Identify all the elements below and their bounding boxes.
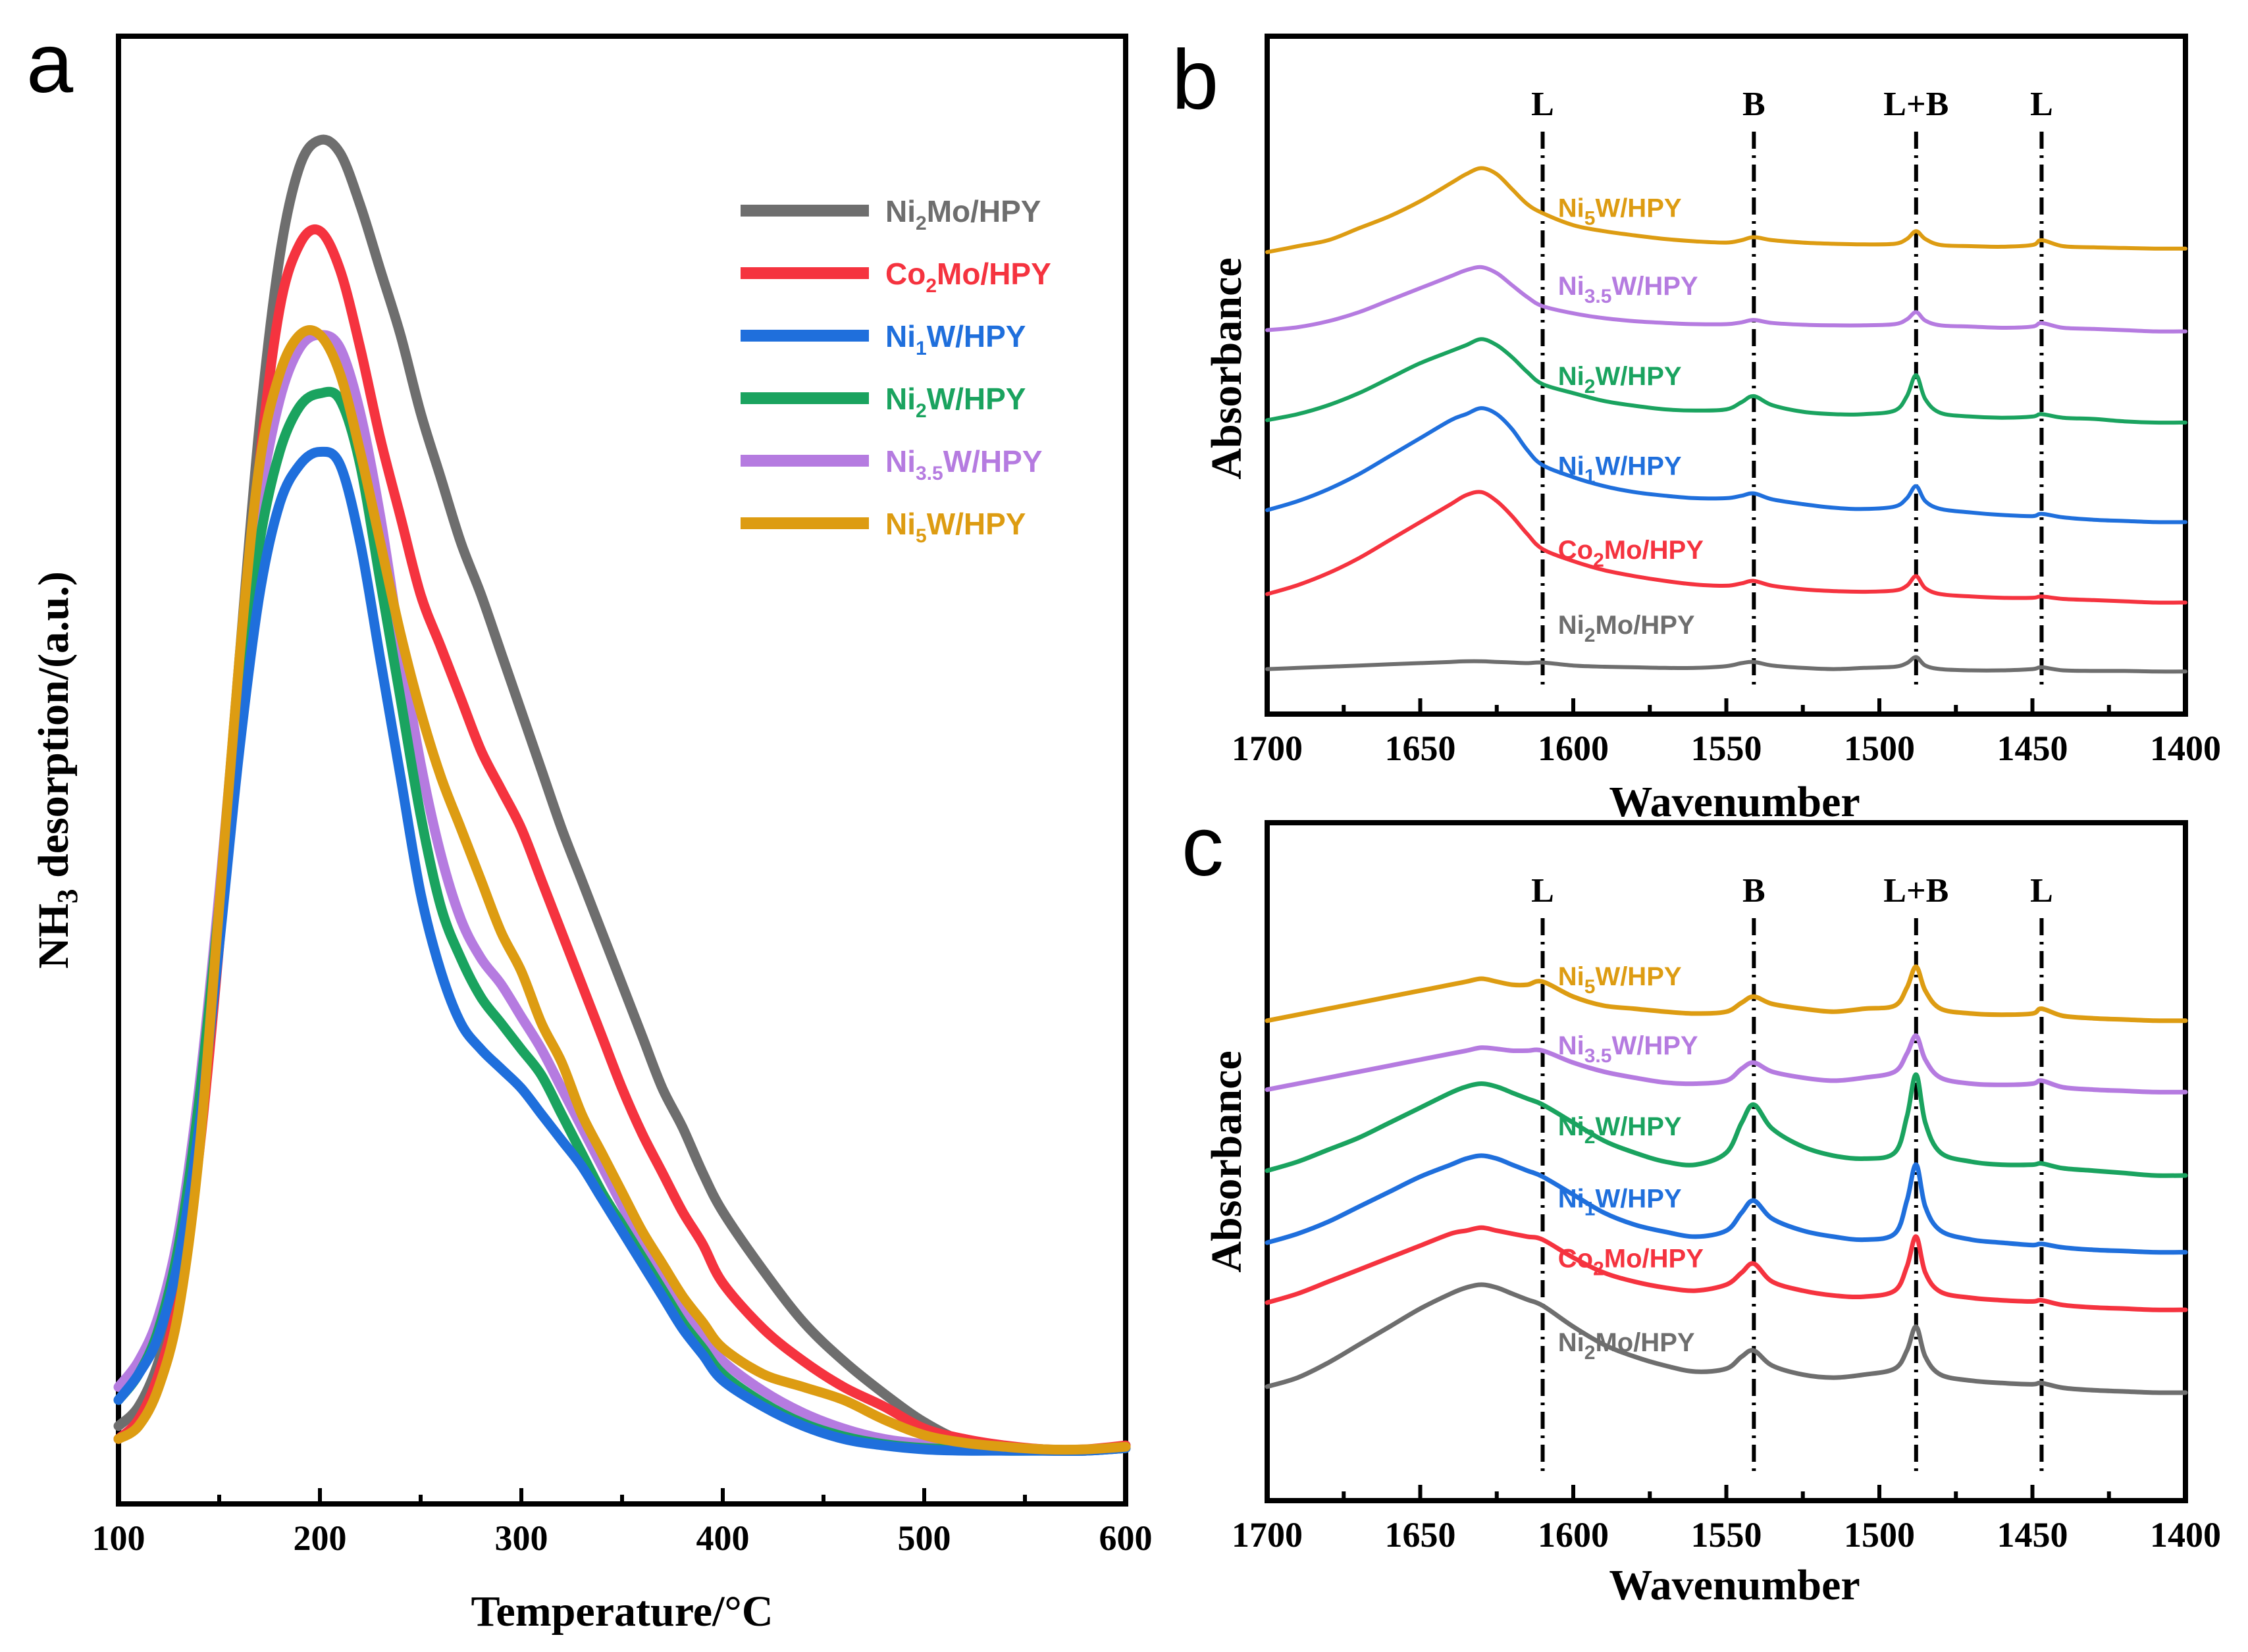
panel-letter-c: c	[1182, 800, 1224, 894]
x-tick-label: 1650	[1385, 1515, 1456, 1555]
x-tick-label: 1600	[1538, 729, 1609, 768]
x-tick-label: 200	[294, 1518, 347, 1558]
x-tick-label: 1500	[1844, 729, 1915, 768]
series-line-co2mo-hpy	[1265, 1225, 2188, 1312]
x-tick-label: 1400	[2150, 1515, 2221, 1555]
series-line-ni2w-hpy	[1265, 1072, 2188, 1178]
panel-a-y-title: NH3 desorption/(a.u.)	[30, 571, 84, 969]
series-label-ni5w-hpy: Ni5W/HPY	[1558, 962, 1682, 998]
legend-label-ni1w-hpy: Ni1W/HPY	[885, 319, 1026, 359]
x-tick-label: 300	[495, 1518, 548, 1558]
x-tick-label: 1400	[2150, 729, 2221, 768]
panel-b-series: Ni5W/HPY Ni3.5W/HPY Ni2W/HPY Ni1W/HPY Co2Mo/…	[1265, 166, 2187, 674]
panel-b-x-ticks: 1700 1650 1600 1550 1500 1450 1400	[1232, 698, 2221, 768]
band-marker-label: L	[2030, 86, 2053, 123]
x-tick-label: 1650	[1385, 729, 1456, 768]
legend-label-co2mo-hpy: Co2Mo/HPY	[885, 257, 1051, 297]
panel-c-band-markers: L B L+B L	[1531, 872, 2053, 1471]
x-tick-label: 1600	[1538, 1515, 1609, 1555]
panel-a-series	[113, 134, 1131, 1456]
panel-b-x-title: Wavenumber	[1609, 778, 1860, 826]
series-label-ni2w-hpy: Ni2W/HPY	[1558, 1112, 1682, 1148]
panel-b-band-markers: L B L+B L	[1531, 86, 2053, 684]
x-tick-label: 1550	[1691, 729, 1762, 768]
series-label-ni5w-hpy: Ni5W/HPY	[1558, 194, 1682, 230]
series-label-co2mo-hpy: Co2Mo/HPY	[1558, 536, 1704, 571]
panel-c-y-title: Absorbance	[1203, 1050, 1251, 1272]
x-tick-label: 1450	[1997, 729, 2068, 768]
panel-c-chart: L B L+B L 1700 1650 1600 1550 1500 1450 1400 Ni5W…	[1203, 820, 2221, 1609]
x-tick-label: 1500	[1844, 1515, 1915, 1555]
legend-label-ni3-5w-hpy: Ni3.5W/HPY	[885, 444, 1043, 484]
band-marker-label: B	[1742, 86, 1765, 123]
series-line-ni5w-hpy	[1265, 166, 2187, 255]
x-tick-label: 100	[92, 1518, 145, 1558]
panel-a-legend: Ni2Mo/HPY Co2Mo/HPY Ni1W/HPY Ni2W/HPY Ni3.5W…	[741, 194, 1051, 547]
panel-letter-a: a	[26, 16, 74, 111]
series-label-ni3-5w-hpy: Ni3.5W/HPY	[1558, 1031, 1698, 1067]
x-tick-label: 1450	[1997, 1515, 2068, 1555]
band-marker-label: L	[2030, 872, 2053, 910]
series-line-ni5w-hpy	[1265, 964, 2188, 1023]
panel-a-chart: 100 200 300 400 500 600 Ni2Mo/HPY Co2Mo/HPY Ni1…	[30, 34, 1153, 1636]
panel-b-chart: L B L+B L 1700 1650 1600 1550 1500 1450 1400 Ni5W…	[1203, 34, 2221, 826]
band-marker-label: L	[1531, 86, 1554, 123]
x-tick-label: 400	[696, 1518, 750, 1558]
series-line-ni2mo-hpy	[1265, 655, 2187, 674]
series-label-ni2mo-hpy: Ni2Mo/HPY	[1558, 1328, 1695, 1364]
series-line-ni1w-hpy	[1265, 1153, 2188, 1255]
series-line-ni3-5w-hpy	[1265, 265, 2187, 334]
band-marker-label: L+B	[1883, 872, 1948, 910]
panel-a-x-ticks: 100 200 300 400 500 600	[92, 1488, 1153, 1558]
x-tick-label: 1550	[1691, 1515, 1762, 1555]
panel-c-frame	[1265, 820, 2188, 1503]
x-tick-label: 600	[1099, 1518, 1153, 1558]
panel-b-frame	[1265, 34, 2188, 717]
series-line-ni2mo-hpy	[1265, 1282, 2188, 1395]
band-marker-label: L	[1531, 872, 1554, 910]
series-label-ni2w-hpy: Ni2W/HPY	[1558, 362, 1682, 398]
series-line-ni1w-hpy	[1265, 406, 2187, 525]
legend-label-ni5w-hpy: Ni5W/HPY	[885, 507, 1026, 547]
panel-c-x-ticks: 1700 1650 1600 1550 1500 1450 1400	[1232, 1485, 2221, 1555]
panel-a-x-title: Temperature/°C	[471, 1587, 773, 1636]
band-marker-label: B	[1742, 872, 1765, 910]
series-label-ni1w-hpy: Ni1W/HPY	[1558, 1184, 1682, 1220]
band-marker-label: L+B	[1883, 86, 1948, 123]
series-label-ni1w-hpy: Ni1W/HPY	[1558, 452, 1682, 488]
panel-c-x-title: Wavenumber	[1609, 1561, 1860, 1609]
panel-c-series: Ni5W/HPY Ni3.5W/HPY Ni2W/HPY Ni1W/HPY Co2Mo/…	[1265, 962, 2188, 1395]
series-label-ni3-5w-hpy: Ni3.5W/HPY	[1558, 272, 1698, 307]
series-line-ni3-5w-hpy	[1265, 1033, 2188, 1095]
series-line-ni5w-hpy	[113, 325, 1131, 1455]
panel-b-y-title: Absorbance	[1203, 257, 1251, 479]
series-label-ni2mo-hpy: Ni2Mo/HPY	[1558, 611, 1695, 646]
panel-letter-b: b	[1172, 33, 1218, 127]
series-label-co2mo-hpy: Co2Mo/HPY	[1558, 1245, 1704, 1280]
series-line-co2mo-hpy	[1265, 490, 2187, 605]
legend-label-ni2mo-hpy: Ni2Mo/HPY	[885, 194, 1041, 234]
x-tick-label: 1700	[1232, 1515, 1303, 1555]
legend-label-ni2w-hpy: Ni2W/HPY	[885, 382, 1026, 422]
x-tick-label: 500	[898, 1518, 951, 1558]
x-tick-label: 1700	[1232, 729, 1303, 768]
series-line-ni2w-hpy	[1265, 337, 2187, 425]
series-line-ni1w-hpy	[113, 446, 1131, 1456]
